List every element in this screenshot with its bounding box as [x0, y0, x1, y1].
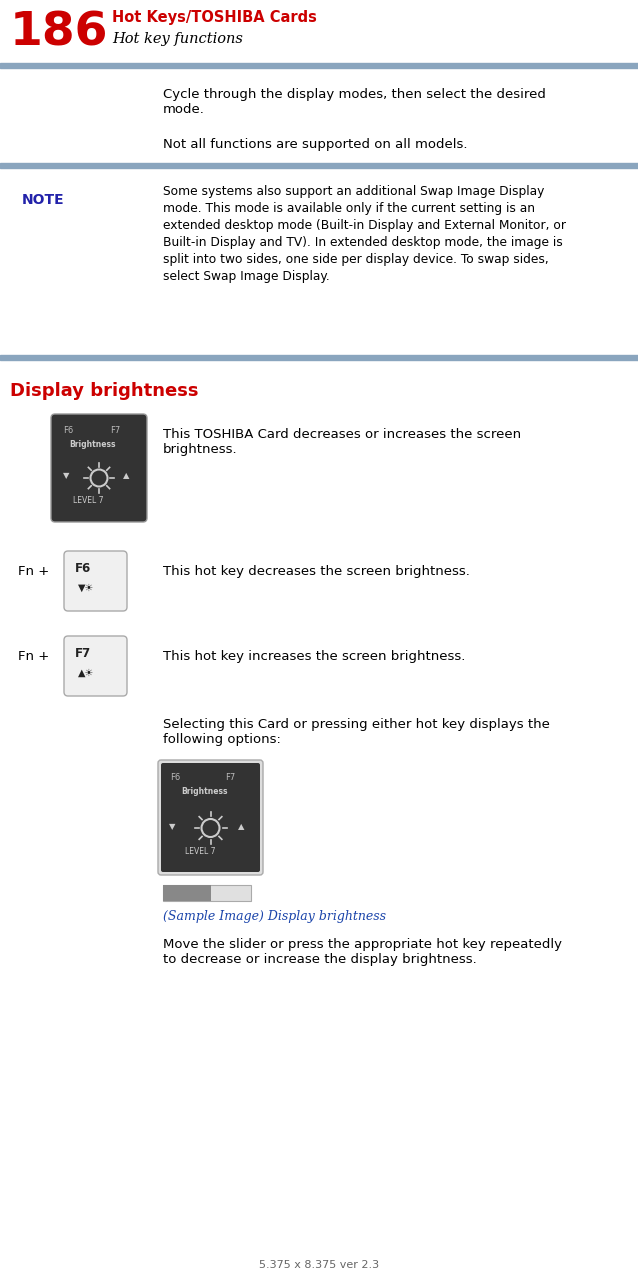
Text: LEVEL 7: LEVEL 7	[185, 847, 216, 856]
Text: 5.375 x 8.375 ver 2.3: 5.375 x 8.375 ver 2.3	[259, 1260, 379, 1270]
Text: NOTE: NOTE	[22, 193, 64, 207]
FancyBboxPatch shape	[51, 413, 147, 522]
Text: 186: 186	[10, 10, 108, 55]
Text: Hot Keys/TOSHIBA Cards: Hot Keys/TOSHIBA Cards	[112, 10, 317, 26]
Text: (Sample Image) Display brightness: (Sample Image) Display brightness	[163, 910, 386, 923]
Bar	[0, 63, 638, 68]
FancyBboxPatch shape	[64, 550, 127, 611]
Text: F6: F6	[170, 773, 181, 782]
Text: Brightness: Brightness	[69, 440, 115, 449]
Text: This hot key increases the screen brightness.: This hot key increases the screen bright…	[163, 650, 465, 663]
Text: F7: F7	[225, 773, 235, 782]
Bar	[163, 884, 251, 901]
Text: Selecting this Card or pressing either hot key displays the
following options:: Selecting this Card or pressing either h…	[163, 718, 550, 746]
Text: ▲: ▲	[123, 471, 130, 480]
FancyBboxPatch shape	[64, 636, 127, 696]
Text: Some systems also support an additional Swap Image Display
mode. This mode is av: Some systems also support an additional …	[163, 186, 566, 283]
Text: ▲☀: ▲☀	[78, 668, 94, 678]
Bar	[0, 163, 638, 168]
Text: F7: F7	[110, 426, 120, 435]
Text: ▼: ▼	[169, 822, 175, 831]
Text: F6: F6	[63, 426, 73, 435]
Text: ▼☀: ▼☀	[78, 582, 94, 593]
Text: Fn +: Fn +	[18, 650, 49, 663]
Text: LEVEL 7: LEVEL 7	[73, 495, 103, 506]
FancyBboxPatch shape	[161, 763, 260, 872]
Bar	[163, 884, 211, 901]
Text: Display brightness: Display brightness	[10, 381, 198, 399]
Text: This hot key decreases the screen brightness.: This hot key decreases the screen bright…	[163, 564, 470, 579]
Bar	[0, 355, 638, 360]
Text: F7: F7	[75, 646, 91, 660]
Text: Move the slider or press the appropriate hot key repeatedly
to decrease or incre: Move the slider or press the appropriate…	[163, 938, 562, 966]
Text: Fn +: Fn +	[18, 564, 49, 579]
Text: This TOSHIBA Card decreases or increases the screen
brightness.: This TOSHIBA Card decreases or increases…	[163, 428, 521, 456]
Text: Not all functions are supported on all models.: Not all functions are supported on all m…	[163, 138, 468, 151]
Text: Cycle through the display modes, then select the desired
mode.: Cycle through the display modes, then se…	[163, 88, 546, 116]
FancyBboxPatch shape	[158, 760, 263, 876]
Text: ▲: ▲	[238, 822, 244, 831]
Text: ▼: ▼	[63, 471, 70, 480]
Text: Brightness: Brightness	[181, 787, 228, 796]
Text: F6: F6	[75, 562, 91, 575]
Text: Hot key functions: Hot key functions	[112, 32, 243, 46]
